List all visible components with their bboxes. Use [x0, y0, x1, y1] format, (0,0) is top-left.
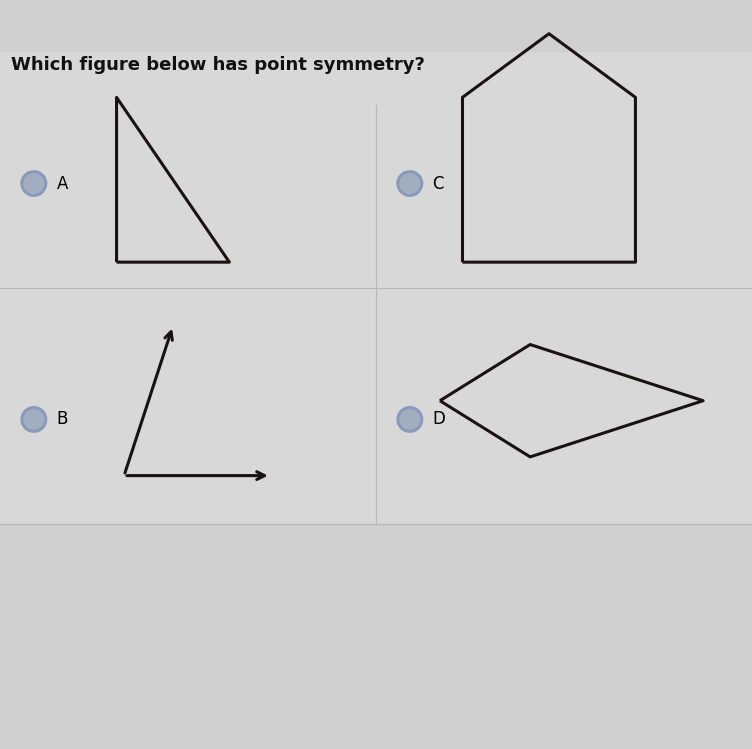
- Text: D: D: [432, 410, 445, 428]
- Circle shape: [400, 410, 420, 429]
- Text: Which figure below has point symmetry?: Which figure below has point symmetry?: [11, 56, 425, 74]
- Circle shape: [24, 410, 44, 429]
- Circle shape: [21, 171, 47, 196]
- Circle shape: [21, 407, 47, 432]
- Circle shape: [397, 171, 423, 196]
- Circle shape: [24, 174, 44, 193]
- Text: C: C: [432, 175, 444, 192]
- Circle shape: [397, 407, 423, 432]
- Text: B: B: [56, 410, 68, 428]
- Text: A: A: [56, 175, 68, 192]
- FancyBboxPatch shape: [0, 52, 752, 524]
- Circle shape: [400, 174, 420, 193]
